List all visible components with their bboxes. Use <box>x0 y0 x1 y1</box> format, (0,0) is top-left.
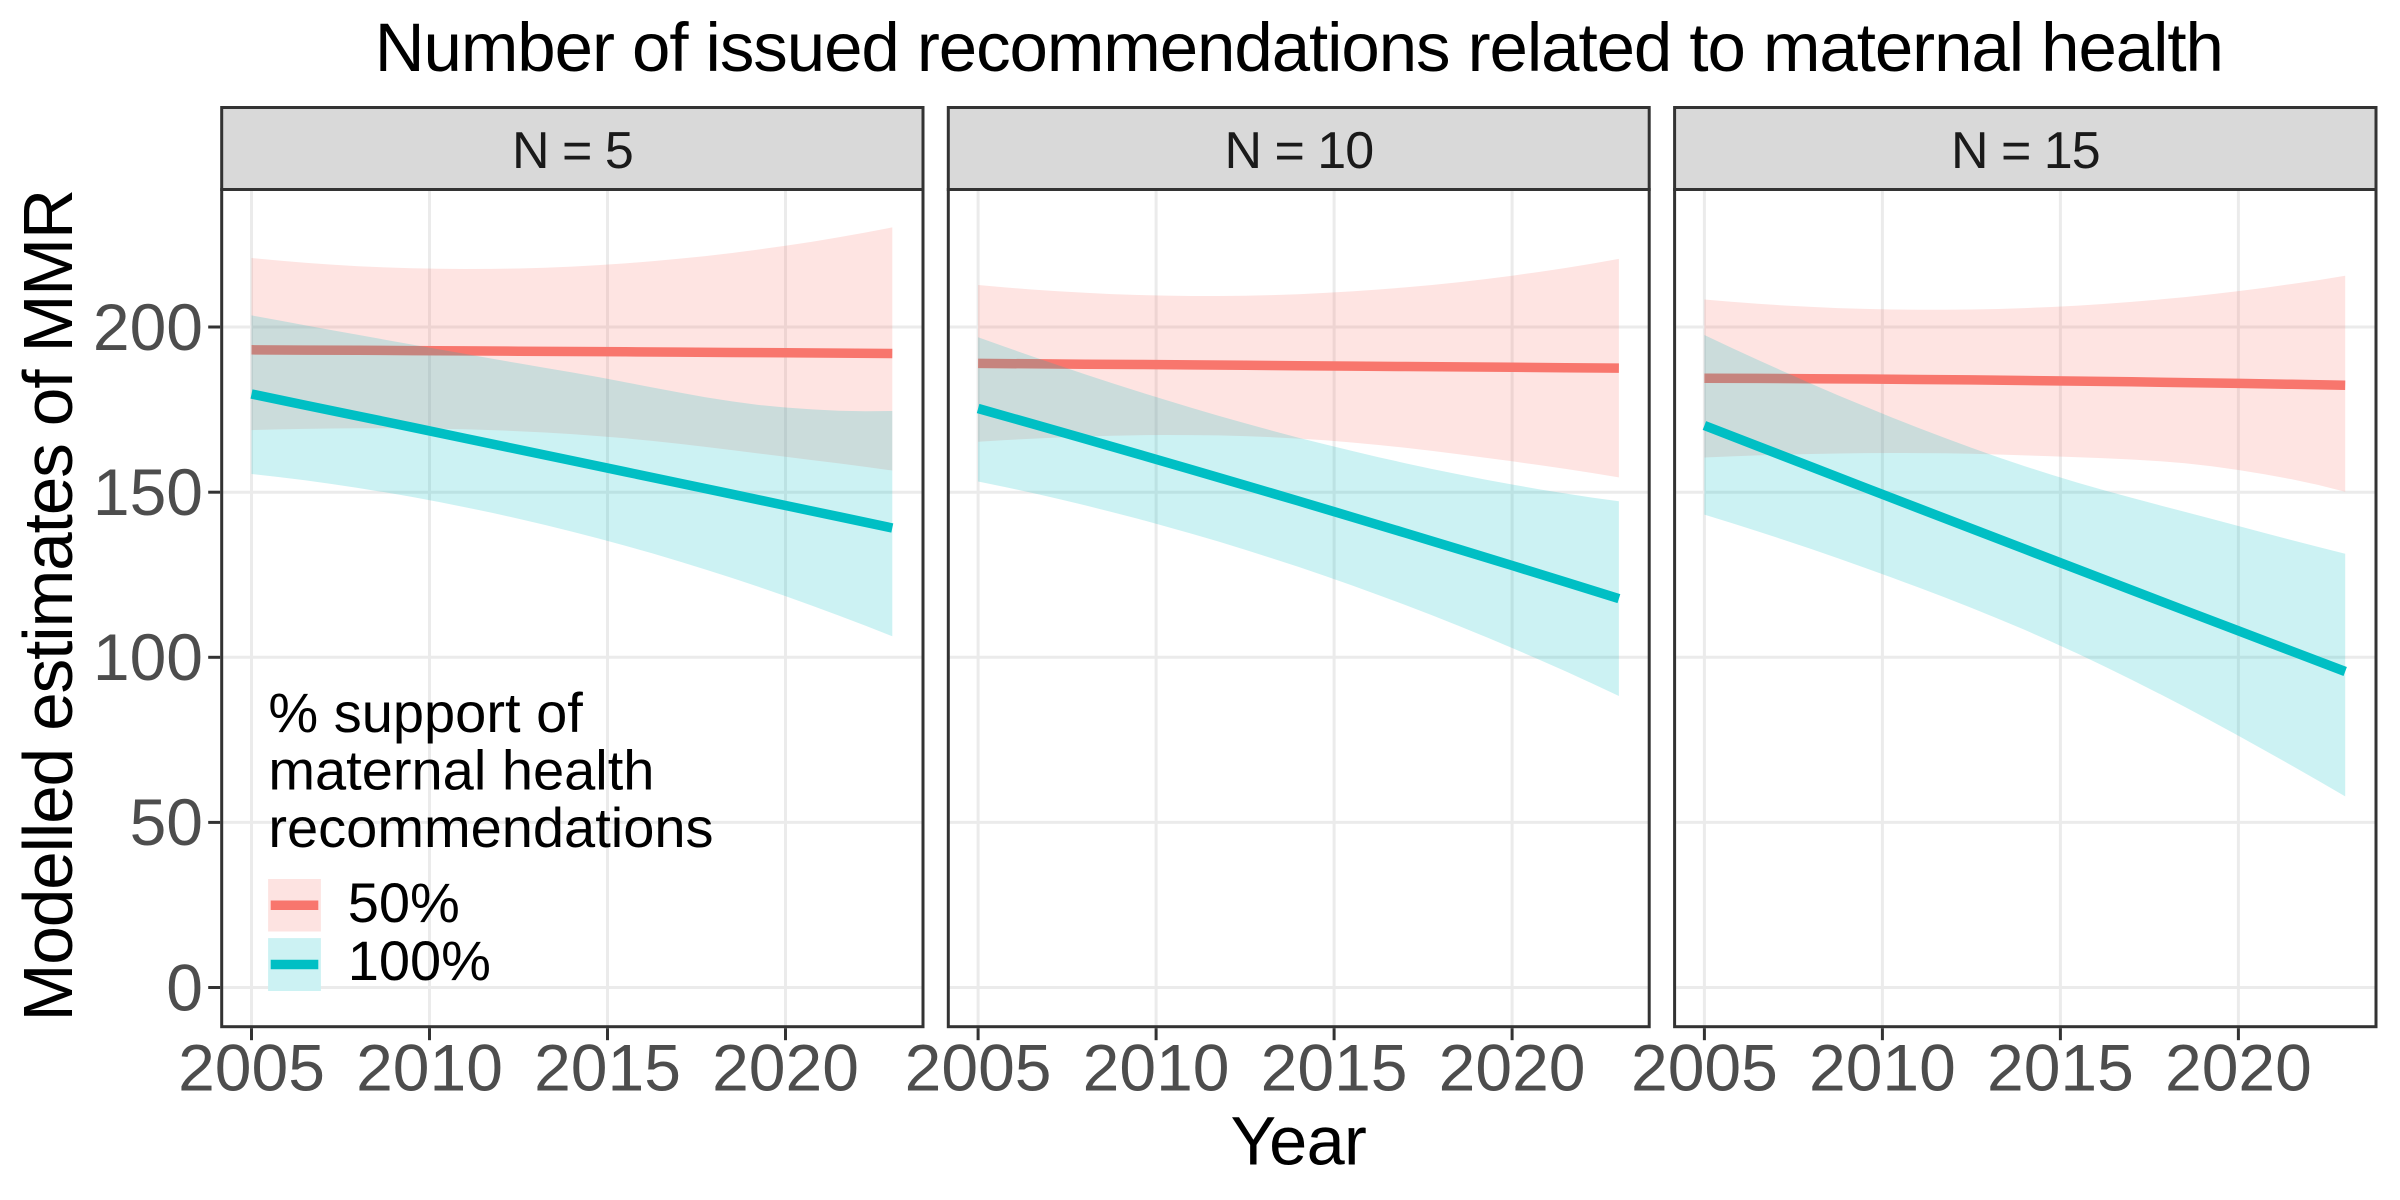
svg-text:maternal health: maternal health <box>268 739 654 802</box>
svg-text:50%: 50% <box>348 871 460 934</box>
svg-text:2010: 2010 <box>356 1030 503 1104</box>
svg-text:2010: 2010 <box>1809 1030 1956 1104</box>
svg-text:0: 0 <box>166 950 203 1024</box>
svg-text:2020: 2020 <box>2165 1030 2312 1104</box>
svg-text:2005: 2005 <box>905 1030 1052 1104</box>
svg-text:N = 15: N = 15 <box>1951 122 2100 180</box>
svg-text:N = 5: N = 5 <box>512 122 633 180</box>
svg-text:200: 200 <box>93 290 203 364</box>
svg-text:2020: 2020 <box>1439 1030 1586 1104</box>
svg-text:Modelled estimates of MMR: Modelled estimates of MMR <box>9 190 87 1021</box>
svg-text:100: 100 <box>93 620 203 694</box>
svg-text:2015: 2015 <box>1987 1030 2134 1104</box>
svg-text:2015: 2015 <box>1261 1030 1408 1104</box>
svg-text:recommendations: recommendations <box>268 796 713 859</box>
svg-text:2015: 2015 <box>534 1030 681 1104</box>
svg-text:100%: 100% <box>348 929 491 992</box>
svg-text:% support of: % support of <box>268 681 583 744</box>
svg-text:Number of issued recommendatio: Number of issued recommendations related… <box>375 9 2223 86</box>
svg-text:150: 150 <box>93 455 203 529</box>
svg-text:Year: Year <box>1230 1103 1366 1180</box>
svg-text:2010: 2010 <box>1083 1030 1230 1104</box>
svg-text:N = 10: N = 10 <box>1224 122 1373 180</box>
svg-text:2020: 2020 <box>712 1030 859 1104</box>
svg-text:2005: 2005 <box>1631 1030 1778 1104</box>
svg-text:50: 50 <box>130 785 203 859</box>
svg-text:2005: 2005 <box>178 1030 325 1104</box>
